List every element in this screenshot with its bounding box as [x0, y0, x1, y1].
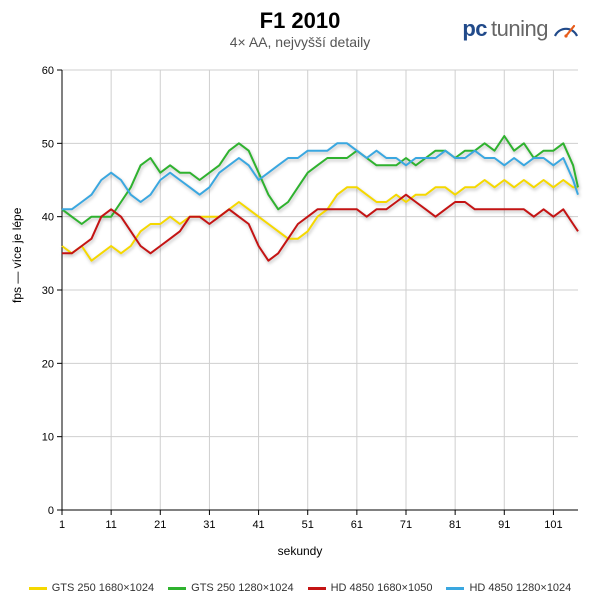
pctuning-logo: pctuning	[462, 16, 580, 42]
svg-text:60: 60	[42, 65, 54, 77]
svg-text:30: 30	[42, 285, 54, 297]
series-line	[62, 195, 578, 261]
svg-text:40: 40	[42, 212, 54, 224]
svg-text:50: 50	[42, 138, 54, 150]
series-line	[62, 143, 578, 209]
svg-text:21: 21	[154, 519, 166, 531]
legend-swatch	[446, 587, 464, 590]
series-line	[62, 136, 578, 224]
line-chart: 01020304050601112131415161718191101	[12, 60, 588, 560]
svg-text:41: 41	[252, 519, 264, 531]
y-axis-label: fps — více je lépe	[10, 208, 24, 303]
logo-tuning: tuning	[491, 16, 548, 42]
svg-text:51: 51	[302, 519, 314, 531]
gauge-icon	[552, 20, 580, 38]
legend-item: HD 4850 1680×1050	[308, 582, 433, 594]
svg-text:61: 61	[351, 519, 363, 531]
legend-label: GTS 250 1280×1024	[191, 582, 293, 594]
svg-text:10: 10	[42, 432, 54, 444]
svg-text:31: 31	[203, 519, 215, 531]
svg-text:1: 1	[59, 519, 65, 531]
svg-text:20: 20	[42, 358, 54, 370]
legend-item: HD 4850 1280×1024	[446, 582, 571, 594]
svg-text:91: 91	[498, 519, 510, 531]
legend-swatch	[308, 587, 326, 590]
series-line	[62, 180, 578, 261]
legend-swatch	[29, 587, 47, 590]
svg-text:0: 0	[48, 505, 54, 517]
chart-area: fps — více je lépe 010203040506011121314…	[12, 60, 588, 560]
svg-text:101: 101	[544, 519, 562, 531]
legend: GTS 250 1680×1024 GTS 250 1280×1024 HD 4…	[0, 582, 600, 594]
legend-swatch	[168, 587, 186, 590]
svg-text:81: 81	[449, 519, 461, 531]
x-axis-label: sekundy	[12, 544, 588, 558]
svg-text:11: 11	[105, 519, 116, 531]
legend-item: GTS 250 1280×1024	[168, 582, 293, 594]
svg-text:71: 71	[400, 519, 412, 531]
legend-label: GTS 250 1680×1024	[52, 582, 154, 594]
logo-pc: pc	[462, 16, 487, 42]
legend-item: GTS 250 1680×1024	[29, 582, 154, 594]
legend-label: HD 4850 1680×1050	[331, 582, 433, 594]
legend-label: HD 4850 1280×1024	[469, 582, 571, 594]
